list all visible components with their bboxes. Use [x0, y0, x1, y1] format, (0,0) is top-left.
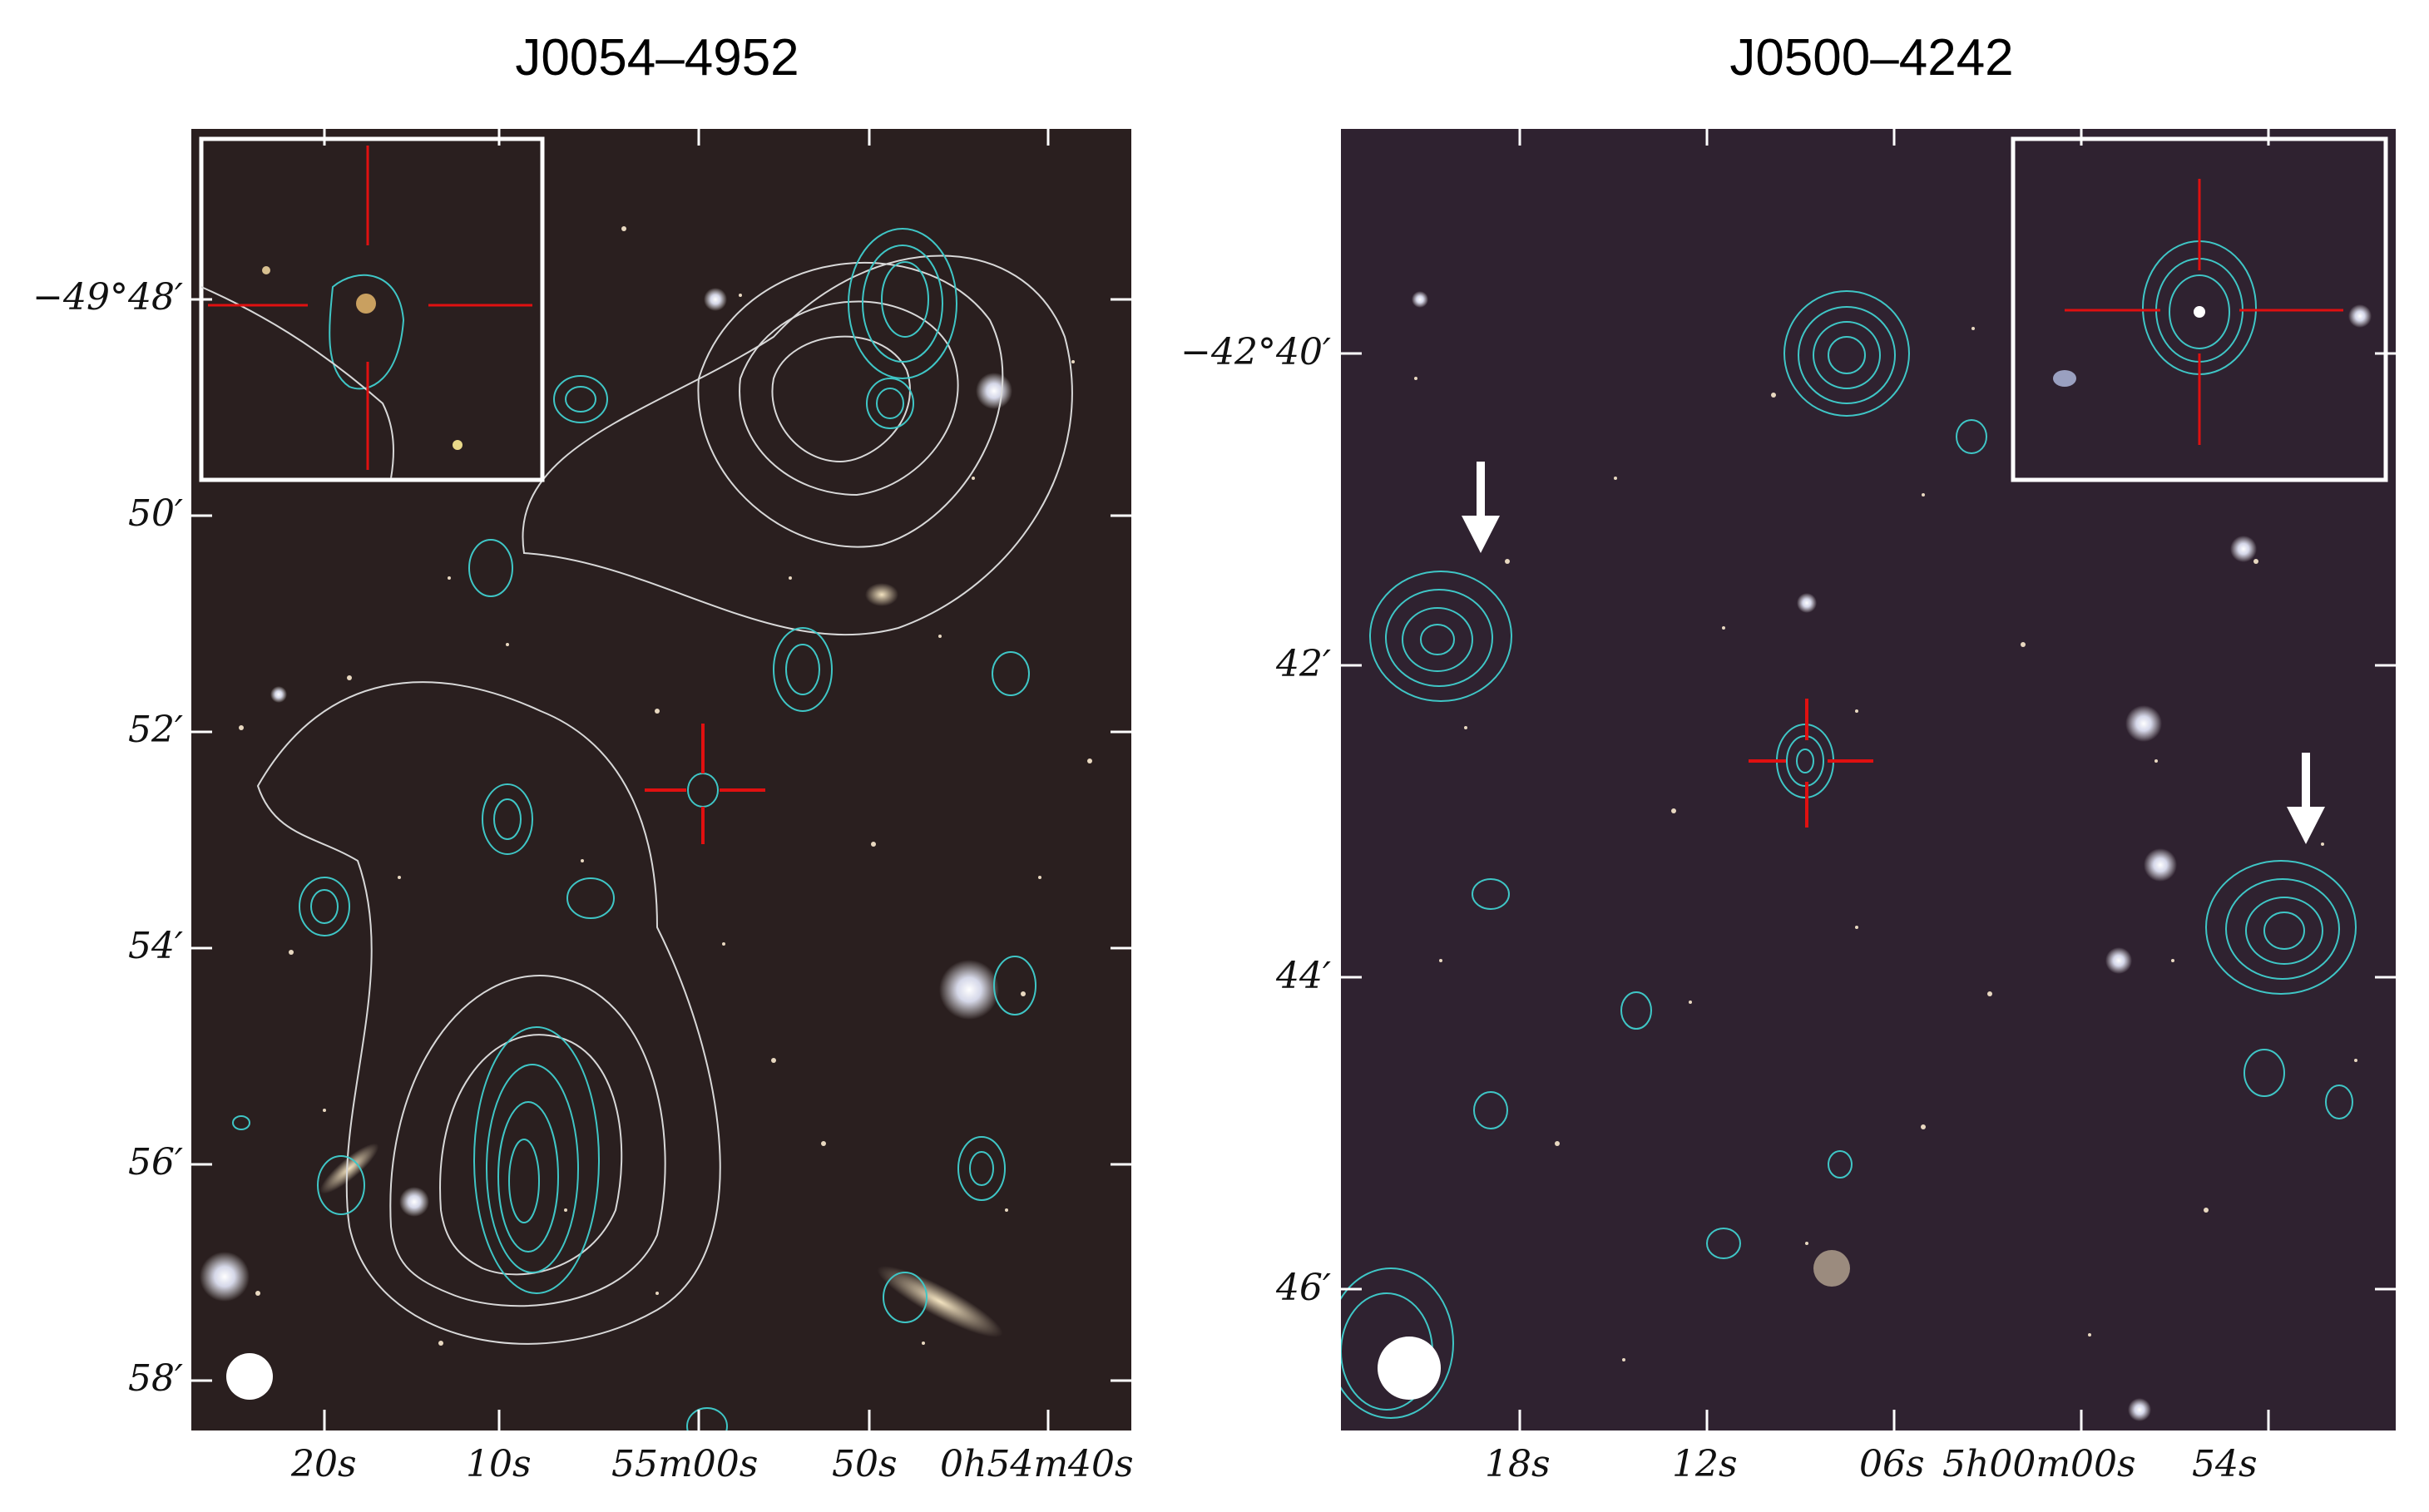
left-dec-tick-2: 52′ [128, 709, 183, 751]
left-panel-title: J0054–4952 [515, 29, 799, 86]
right-ra-tick-3: 5h00m00s [1942, 1443, 2136, 1485]
bright-stars [1412, 291, 2257, 1421]
right-panel-title: J0500–4242 [1729, 29, 2014, 86]
right-ra-tick-4: 54s [2192, 1443, 2258, 1485]
target-crosshair [1749, 699, 1873, 828]
right-ra-tick-1: 12s [1672, 1443, 1738, 1485]
bright-stars [200, 288, 1012, 1302]
left-dec-tick-5: 58′ [128, 1357, 183, 1400]
left-sky-image [191, 129, 1131, 1430]
arrow-markers [1462, 462, 2325, 844]
radio-contours [232, 228, 1036, 1430]
left-dec-tick-1: 50′ [128, 492, 183, 535]
xray-contours [256, 254, 1073, 1345]
zoom-inset [2011, 136, 2388, 482]
zoom-inset [199, 136, 545, 482]
beam-ellipse [226, 1353, 273, 1400]
left-ra-tick-1: 10s [466, 1443, 532, 1485]
right-ra-tick-0: 18s [1485, 1443, 1551, 1485]
axis-ticks [1341, 129, 2396, 1430]
left-dec-tick-4: 56′ [128, 1141, 183, 1183]
right-ra-tick-2: 06s [1859, 1443, 1925, 1485]
beam-ellipse [1378, 1337, 1441, 1400]
right-dec-tick-0: −42°40′ [1180, 331, 1331, 373]
galaxies [319, 583, 1003, 1337]
left-ra-tick-2: 55m00s [611, 1443, 759, 1485]
right-dec-tick-3: 46′ [1276, 1267, 1331, 1309]
target-crosshair [645, 724, 765, 844]
right-sky-image [1341, 129, 2396, 1430]
left-dec-tick-3: 54′ [128, 925, 183, 967]
left-ra-tick-3: 50s [832, 1443, 898, 1485]
left-ra-tick-0: 20s [291, 1443, 357, 1485]
axis-ticks [191, 129, 1131, 1430]
right-dec-tick-2: 44′ [1276, 955, 1331, 997]
left-dec-tick-0: −49°48′ [32, 276, 183, 319]
left-ra-tick-4: 0h54m40s [940, 1443, 1134, 1485]
right-dec-tick-1: 42′ [1276, 643, 1331, 685]
